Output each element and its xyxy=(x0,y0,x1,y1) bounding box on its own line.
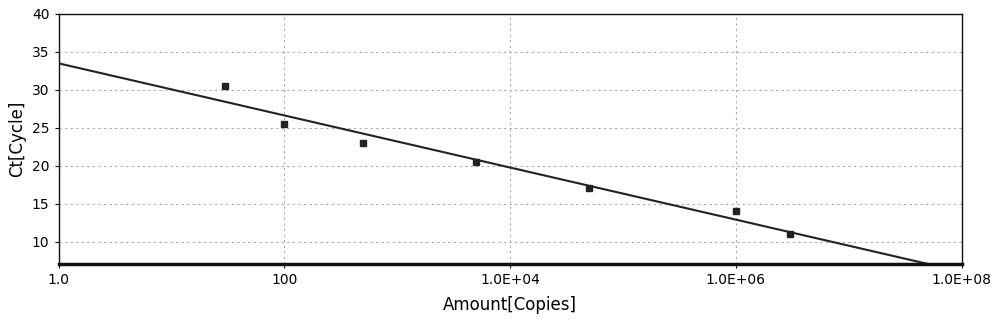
X-axis label: Amount[Copies]: Amount[Copies] xyxy=(443,296,577,314)
Y-axis label: Ct[Cycle]: Ct[Cycle] xyxy=(8,101,26,177)
